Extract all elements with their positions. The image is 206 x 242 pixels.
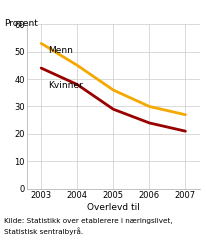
X-axis label: Overlevd til: Overlevd til	[87, 203, 140, 212]
Text: Statistisk sentralbyrå.: Statistisk sentralbyrå.	[4, 227, 83, 235]
Text: Prosent: Prosent	[4, 19, 38, 28]
Text: Kvinner: Kvinner	[48, 81, 83, 91]
Text: Menn: Menn	[48, 46, 73, 55]
Text: Kilde: Statistikk over etablerere i næringslivet,: Kilde: Statistikk over etablerere i næri…	[4, 218, 173, 224]
